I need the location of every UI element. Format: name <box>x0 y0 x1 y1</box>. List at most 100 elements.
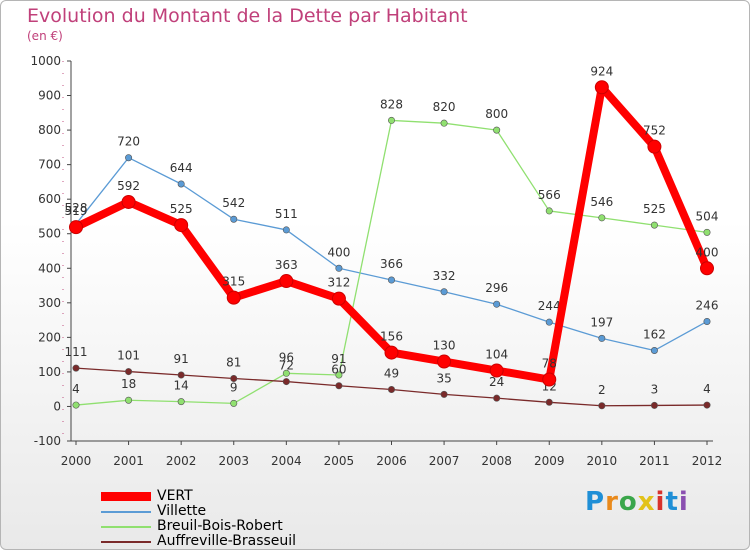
legend-swatch-vert <box>101 492 151 501</box>
data-point-auffreville-brasseuil <box>387 386 395 394</box>
data-point-breuil-bois-robert <box>387 116 395 124</box>
chart-subtitle: (en €) <box>27 29 63 43</box>
y-tick-label: -100 <box>34 434 61 448</box>
data-label-breuil-bois-robert: 18 <box>121 377 136 391</box>
data-point-vert <box>437 354 452 369</box>
data-label-vert: 156 <box>380 330 403 344</box>
data-label-breuil-bois-robert: 566 <box>538 188 561 202</box>
data-point-auffreville-brasseuil <box>598 402 606 410</box>
data-point-vert <box>174 218 189 233</box>
data-label-villette: 400 <box>327 245 350 259</box>
legend-label-auffreville: Auffreville-Brasseuil <box>157 533 297 549</box>
y-tick-label: 100 <box>38 365 61 379</box>
data-point-breuil-bois-robert <box>72 401 80 409</box>
data-label-villette: 511 <box>275 207 298 221</box>
y-tick-label: 1000 <box>30 54 61 68</box>
legend-swatch-auffreville <box>101 541 151 543</box>
data-label-breuil-bois-robert: 828 <box>380 97 403 111</box>
data-point-auffreville-brasseuil <box>72 364 80 372</box>
data-label-auffreville-brasseuil: 101 <box>117 349 140 363</box>
legend-label-breuil: Breuil-Bois-Robert <box>157 518 283 534</box>
data-point-auffreville-brasseuil <box>177 371 185 379</box>
data-label-auffreville-brasseuil: 2 <box>598 383 606 397</box>
data-point-vert <box>700 261 714 276</box>
data-label-villette: 197 <box>590 315 613 329</box>
data-point-villette <box>440 288 448 296</box>
data-label-vert: 400 <box>696 245 719 259</box>
data-label-villette: 246 <box>696 298 719 312</box>
data-label-vert: 104 <box>485 348 508 362</box>
data-label-breuil-bois-robert: 96 <box>279 350 294 364</box>
data-label-villette: 366 <box>380 257 403 271</box>
data-point-breuil-bois-robert <box>545 207 553 215</box>
x-tick-label: 2002 <box>166 454 197 468</box>
x-tick-label: 2008 <box>481 454 512 468</box>
legend-swatch-breuil <box>101 526 151 528</box>
data-point-vert <box>69 220 83 235</box>
data-point-breuil-bois-robert <box>703 228 711 236</box>
data-label-breuil-bois-robert: 504 <box>696 209 719 223</box>
data-point-villette <box>545 318 553 326</box>
proxiti-logo: Proxiti <box>585 487 689 517</box>
y-tick-label: 800 <box>38 123 61 137</box>
y-tick-label: 0 <box>53 399 61 413</box>
data-label-vert: 752 <box>643 124 666 138</box>
data-point-villette <box>335 264 343 272</box>
data-point-breuil-bois-robert <box>598 214 606 222</box>
y-tick-label: 700 <box>38 158 61 172</box>
y-tick-label: 600 <box>38 192 61 206</box>
data-point-auffreville-brasseuil <box>650 401 658 409</box>
data-point-breuil-bois-robert <box>440 119 448 127</box>
data-point-vert <box>226 290 241 305</box>
data-point-breuil-bois-robert <box>177 398 185 406</box>
data-label-vert: 519 <box>65 204 88 218</box>
data-point-breuil-bois-robert <box>335 371 343 379</box>
data-point-vert <box>542 372 557 387</box>
data-label-vert: 312 <box>327 276 350 290</box>
data-label-breuil-bois-robert: 525 <box>643 202 666 216</box>
data-point-villette <box>703 317 711 325</box>
data-point-vert <box>279 274 294 289</box>
data-label-villette: 332 <box>433 269 456 283</box>
y-tick-label: 500 <box>38 227 61 241</box>
data-point-auffreville-brasseuil <box>230 374 238 382</box>
data-label-auffreville-brasseuil: 91 <box>174 352 189 366</box>
data-point-auffreville-brasseuil <box>125 368 133 376</box>
x-tick-label: 2010 <box>587 454 618 468</box>
data-label-auffreville-brasseuil: 72 <box>279 359 294 373</box>
data-label-villette: 720 <box>117 135 140 149</box>
data-label-breuil-bois-robert: 91 <box>331 352 346 366</box>
data-label-vert: 78 <box>542 357 557 371</box>
legend-label-villette: Villette <box>157 503 207 519</box>
data-label-vert: 363 <box>275 258 298 272</box>
x-tick-label: 2009 <box>534 454 565 468</box>
data-label-vert: 592 <box>117 179 140 193</box>
data-label-villette: 528 <box>65 201 88 215</box>
data-point-villette <box>650 346 658 354</box>
data-point-villette <box>125 154 133 162</box>
data-point-auffreville-brasseuil <box>545 398 553 406</box>
data-point-vert <box>489 363 504 378</box>
data-point-auffreville-brasseuil <box>493 394 501 402</box>
data-point-auffreville-brasseuil <box>440 390 448 398</box>
x-tick-label: 2004 <box>271 454 302 468</box>
data-point-breuil-bois-robert <box>650 221 658 229</box>
x-tick-label: 2007 <box>429 454 460 468</box>
data-label-auffreville-brasseuil: 49 <box>384 367 399 381</box>
data-label-auffreville-brasseuil: 3 <box>651 382 659 396</box>
data-point-auffreville-brasseuil <box>335 382 343 390</box>
data-label-auffreville-brasseuil: 24 <box>489 375 504 389</box>
y-tick-label: 400 <box>38 261 61 275</box>
y-tick-label: 900 <box>38 89 61 103</box>
data-label-breuil-bois-robert: 14 <box>174 379 189 393</box>
data-label-vert: 924 <box>590 64 613 78</box>
data-point-vert <box>331 291 346 306</box>
data-label-villette: 244 <box>538 299 561 313</box>
data-label-villette: 296 <box>485 281 508 295</box>
chart-title: Evolution du Montant de la Dette par Hab… <box>27 5 468 27</box>
data-point-villette <box>230 215 238 223</box>
x-tick-label: 2006 <box>376 454 407 468</box>
data-label-breuil-bois-robert: 9 <box>230 380 238 394</box>
